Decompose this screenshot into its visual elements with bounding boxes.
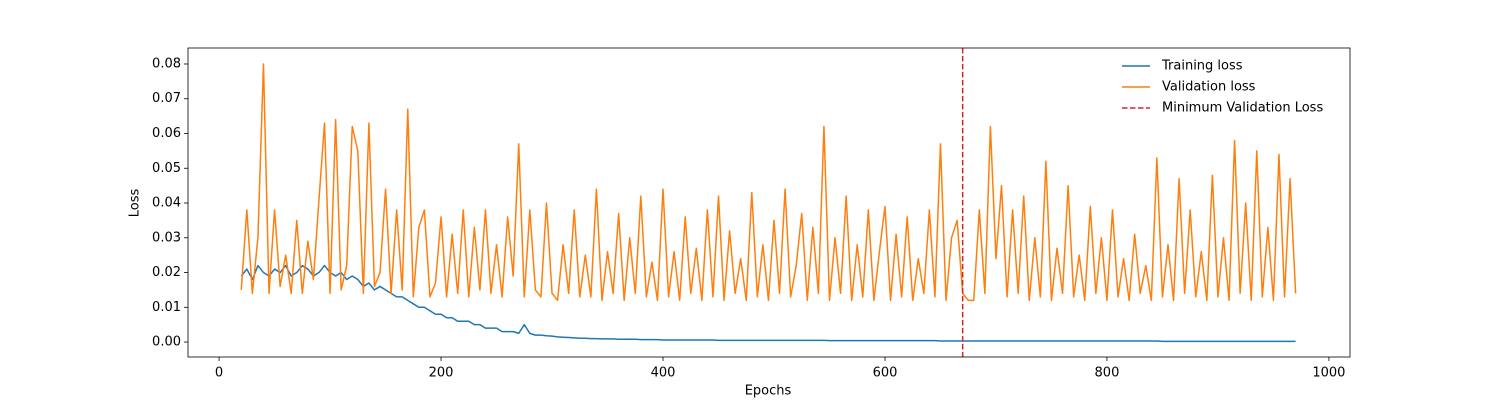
legend-label: Minimum Validation Loss: [1162, 101, 1323, 116]
y-axis-label: Loss: [128, 189, 143, 218]
x-tick-label: 400: [651, 366, 676, 381]
y-tick-label: 0.07: [152, 91, 181, 106]
x-tick-label: 200: [429, 366, 454, 381]
x-tick-label: 800: [1095, 366, 1120, 381]
y-tick-label: 0.05: [152, 161, 181, 176]
y-tick-label: 0.06: [152, 126, 181, 141]
x-tick-label: 1000: [1312, 366, 1345, 381]
y-tick-label: 0.03: [152, 230, 181, 245]
series-line: [240, 63, 1297, 302]
y-tick-label: 0.01: [152, 300, 181, 315]
x-tick-label: 600: [873, 366, 898, 381]
y-tick-label: 0.02: [152, 265, 181, 280]
series-line: [240, 264, 1296, 343]
x-tick-label: 0: [215, 366, 223, 381]
y-tick-label: 0.00: [152, 335, 181, 350]
x-axis-label: Epochs: [745, 384, 792, 399]
y-tick-label: 0.08: [152, 56, 181, 71]
legend-label: Validation loss: [1162, 80, 1256, 95]
plot-frame: [187, 47, 1351, 358]
legend-label: Training loss: [1161, 59, 1243, 74]
y-tick-label: 0.04: [152, 196, 181, 211]
